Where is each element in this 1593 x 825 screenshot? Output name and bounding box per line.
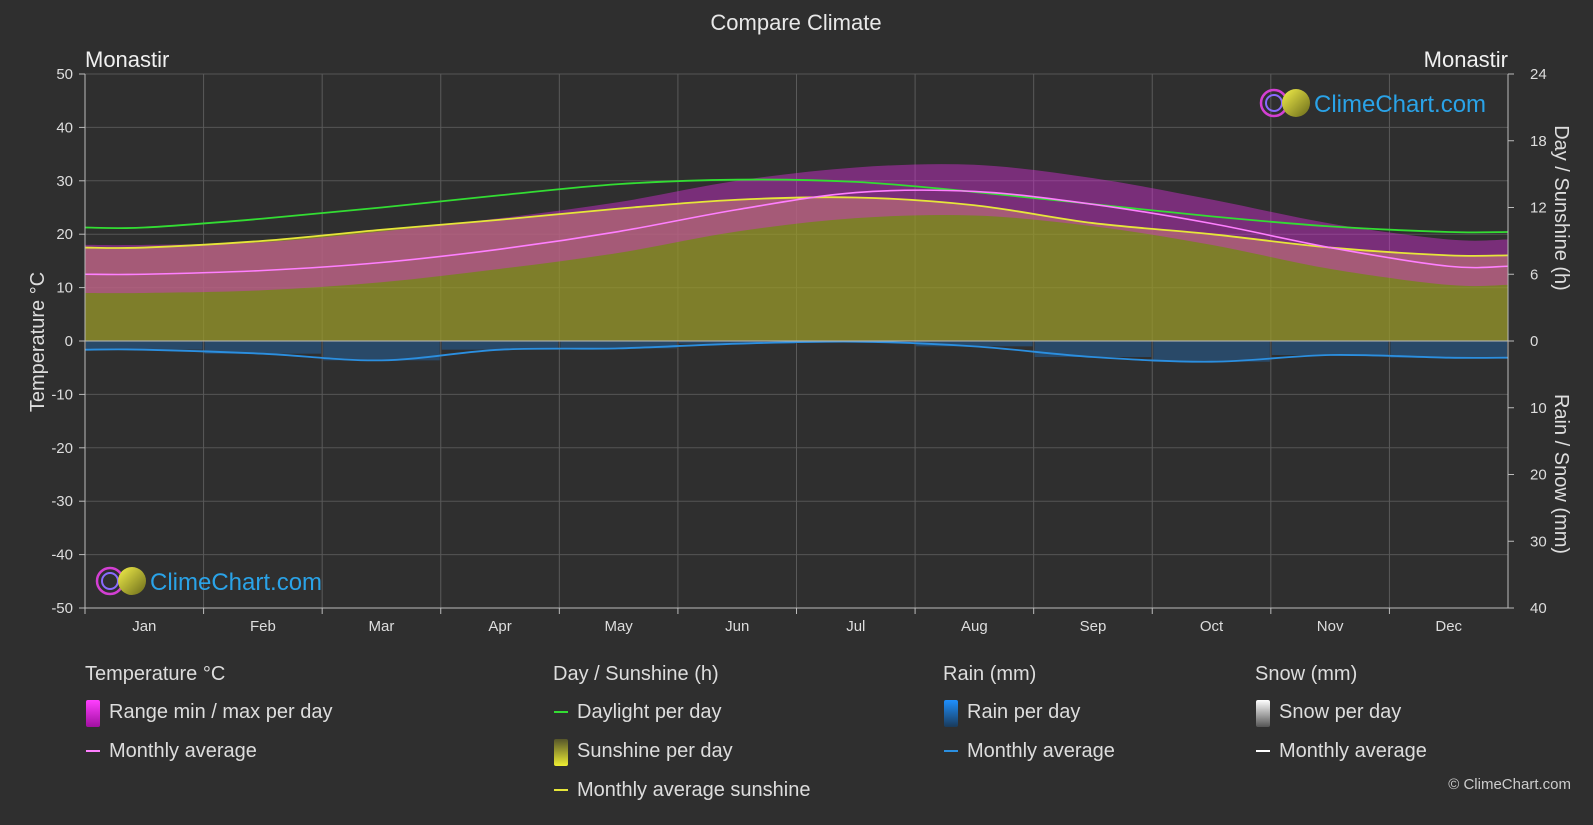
y-right-bottom-tick-label: 10 — [1530, 400, 1547, 417]
legend-sunshine-day: Sunshine per day — [553, 739, 810, 766]
temp-range-band — [85, 164, 1508, 294]
legend-temperature: Temperature °C Range min / max per day M… — [85, 662, 332, 778]
y-left-tick-label: 50 — [56, 66, 73, 83]
logo-text-top: ClimeChart.com — [1314, 91, 1486, 118]
legend-sunshine-title: Day / Sunshine (h) — [553, 663, 719, 685]
snow-avg-swatch — [1256, 750, 1270, 752]
legend-sunshine-avg: Monthly average sunshine — [553, 778, 810, 802]
x-tick-label: Dec — [1435, 618, 1462, 635]
y-left-tick-label: 20 — [56, 226, 73, 243]
legend-snow-avg-label: Monthly average — [1279, 740, 1427, 762]
rain-bar — [678, 341, 796, 344]
y-left-tick-label: -30 — [51, 493, 73, 510]
legend-rain-day-label: Rain per day — [967, 701, 1081, 723]
y-left-tick-label: -10 — [51, 386, 73, 403]
rain-bar — [1271, 341, 1389, 356]
rain-bar — [323, 341, 440, 361]
x-tick-label: Aug — [961, 618, 988, 635]
sunshine-avg-line — [84, 196, 1509, 257]
x-tick-label: May — [604, 618, 633, 635]
chart-title: Compare Climate — [710, 10, 881, 35]
y-right-bottom-tick-label: 30 — [1530, 533, 1547, 550]
y-left-tick-label: -20 — [51, 440, 73, 457]
rain-swatch — [944, 700, 958, 727]
location-left: Monastir — [85, 47, 169, 72]
y-right-top-tick-label: 6 — [1530, 266, 1538, 283]
temp-avg-line — [84, 189, 1509, 276]
legend-rain-avg-label: Monthly average — [967, 740, 1115, 762]
x-tick-label: Sep — [1080, 618, 1107, 635]
y-left-tick-label: -50 — [51, 600, 73, 617]
sunshine-swatch — [554, 739, 568, 766]
rain-bar — [916, 341, 1033, 347]
legend-temp-range: Range min / max per day — [85, 700, 333, 727]
legend-sunshine-day-label: Sunshine per day — [577, 740, 733, 762]
rain-avg-swatch — [944, 750, 958, 752]
legend-rain-day: Rain per day — [943, 700, 1115, 727]
temp-range-swatch — [86, 700, 100, 727]
x-tick-label: Apr — [488, 618, 511, 635]
y-right-top-tick-label: 18 — [1530, 133, 1547, 150]
legend-temperature-title: Temperature °C — [85, 663, 226, 685]
y-left-tick-label: 10 — [56, 280, 73, 297]
y-right-top-tick-label: 24 — [1530, 66, 1547, 83]
location-right: Monastir — [1424, 47, 1508, 72]
y-right-bottom-tick-label: 40 — [1530, 600, 1547, 617]
x-tick-label: Feb — [250, 618, 276, 635]
rain-bar — [560, 341, 677, 349]
y-left-tick-label: 0 — [65, 333, 73, 350]
rain-bar — [204, 341, 322, 354]
legend-rain-title: Rain (mm) — [943, 663, 1037, 685]
y-left-tick-label: 30 — [56, 173, 73, 190]
y-right-top-axis-label: Day / Sunshine (h) — [1550, 125, 1572, 291]
rain-bar — [441, 341, 559, 350]
legend-snow-day: Snow per day — [1255, 700, 1427, 727]
legend-rain: Rain (mm) Rain per day Monthly average — [943, 662, 1115, 778]
rain-bar — [1034, 341, 1152, 358]
legend-sunshine: Day / Sunshine (h) Daylight per day Suns… — [553, 662, 810, 817]
x-tick-label: Jul — [846, 618, 865, 635]
rain-bar — [1390, 341, 1507, 358]
rain-avg-line — [84, 340, 1509, 363]
sunshine-avg-swatch — [554, 789, 568, 791]
legend-snow: Snow (mm) Snow per day Monthly average — [1255, 662, 1427, 778]
legend-temp-range-label: Range min / max per day — [109, 701, 333, 723]
temp-avg-swatch — [86, 750, 100, 752]
legend-sunshine-avg-label: Monthly average sunshine — [577, 779, 811, 801]
y-right-bottom-tick-label: 20 — [1530, 467, 1547, 484]
y-right-top-tick-label: 12 — [1530, 200, 1547, 217]
legend-temp-avg-label: Monthly average — [109, 740, 257, 762]
x-tick-label: Oct — [1200, 618, 1224, 635]
legend-snow-day-label: Snow per day — [1279, 701, 1402, 723]
legend-snow-avg: Monthly average — [1255, 739, 1427, 763]
sunshine-area — [85, 197, 1508, 341]
logo-text-bottom: ClimeChart.com — [150, 569, 322, 596]
daylight-line — [84, 178, 1509, 234]
y-right-bottom-axis-label: Rain / Snow (mm) — [1550, 394, 1572, 554]
y-right-top-tick-label: 0 — [1530, 333, 1538, 350]
x-tick-label: Nov — [1317, 618, 1344, 635]
x-tick-label: Jan — [132, 618, 156, 635]
x-tick-label: Jun — [725, 618, 749, 635]
x-tick-label: Mar — [369, 618, 395, 635]
legend-snow-title: Snow (mm) — [1255, 663, 1358, 685]
copyright: © ClimeChart.com — [1448, 776, 1571, 793]
y-left-axis-label: Temperature °C — [27, 272, 49, 412]
rain-bar — [86, 341, 203, 350]
legend-daylight: Daylight per day — [553, 700, 810, 724]
logo-top-right: ClimeChart.com — [1259, 88, 1486, 118]
legend-temp-avg: Monthly average — [85, 739, 332, 763]
rain-bar — [1153, 341, 1270, 362]
logo-bottom-left: ClimeChart.com — [95, 566, 322, 596]
legend-daylight-label: Daylight per day — [577, 701, 722, 723]
y-left-tick-label: 40 — [56, 119, 73, 136]
legend-rain-avg: Monthly average — [943, 739, 1115, 763]
daylight-swatch — [554, 711, 568, 713]
snow-swatch — [1256, 700, 1270, 727]
y-left-tick-label: -40 — [51, 547, 73, 564]
